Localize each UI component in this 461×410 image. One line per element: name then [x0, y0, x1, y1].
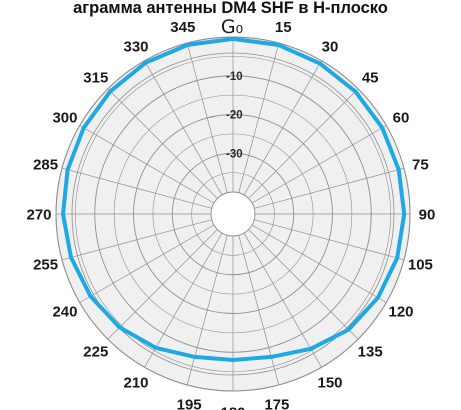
angle-tick-label: 15: [275, 19, 292, 36]
grid-spoke: [107, 229, 218, 340]
angle-tick-label: 315: [83, 69, 108, 86]
angle-tick-label: 45: [362, 69, 379, 86]
angle-tick-label: 195: [177, 397, 202, 410]
angle-tick-labels: 15 30 45 60 75 90 105 120 135 150 175 180 195 210 225 2…: [26, 19, 435, 410]
angle-tick-label: 240: [52, 304, 77, 321]
grid-spoke: [61, 219, 212, 261]
grid-spoke: [186, 235, 228, 386]
grid-spoke: [144, 60, 223, 196]
angle-tick-label: 120: [388, 304, 413, 321]
angle-tick-label: 180: [220, 405, 245, 410]
grid-spoke: [243, 232, 322, 368]
grid-spoke: [107, 88, 218, 199]
radial-tick-label: -20: [226, 110, 243, 122]
angle-tick-label: 30: [322, 38, 339, 55]
grid-spoke: [79, 125, 215, 204]
grid-spoke: [251, 125, 387, 204]
radial-tick-label: -30: [226, 148, 243, 160]
chart-title: аграмма антенны DM4 SHF в H-плоско: [73, 0, 388, 17]
grid-spoke: [254, 167, 405, 209]
angle-tick-label: 225: [83, 344, 108, 361]
series-layer: [61, 36, 407, 362]
grid-spoke: [238, 42, 280, 193]
angle-tick-label: 330: [123, 38, 148, 55]
angle-tick-label: 345: [170, 19, 195, 36]
grid-spoke: [248, 88, 359, 199]
grid-spoke: [243, 60, 322, 196]
polar-grid: [55, 36, 411, 392]
angle-tick-label: 210: [123, 375, 148, 392]
center-hole: [210, 191, 256, 237]
angle-tick-label: 285: [33, 156, 58, 173]
angle-tick-label: 270: [26, 207, 51, 224]
grid-spoke: [251, 224, 387, 303]
angle-tick-label: 60: [393, 110, 410, 127]
angle-tick-label: 105: [408, 257, 433, 274]
angle-tick-label: 175: [264, 397, 289, 410]
grid-spoke: [248, 229, 359, 340]
grid-spoke: [186, 42, 228, 193]
angle-tick-label: 75: [412, 156, 429, 173]
gain-label: G₀: [221, 16, 243, 38]
pattern-series-line: [61, 36, 407, 362]
grid-spoke: [144, 232, 223, 368]
angle-tick-label: 300: [52, 110, 77, 127]
angle-tick-label: 255: [33, 257, 58, 274]
grid-spoke: [61, 167, 212, 209]
angle-tick-label: 150: [317, 375, 342, 392]
grid-spoke: [254, 219, 405, 261]
grid-spoke: [79, 224, 215, 303]
grid-spoke: [238, 235, 280, 386]
radial-tick-labels: -10 -20 -30: [226, 71, 243, 161]
angle-tick-label: 90: [419, 207, 436, 224]
angle-tick-label: 135: [358, 344, 383, 361]
radial-tick-label: -10: [226, 71, 243, 83]
